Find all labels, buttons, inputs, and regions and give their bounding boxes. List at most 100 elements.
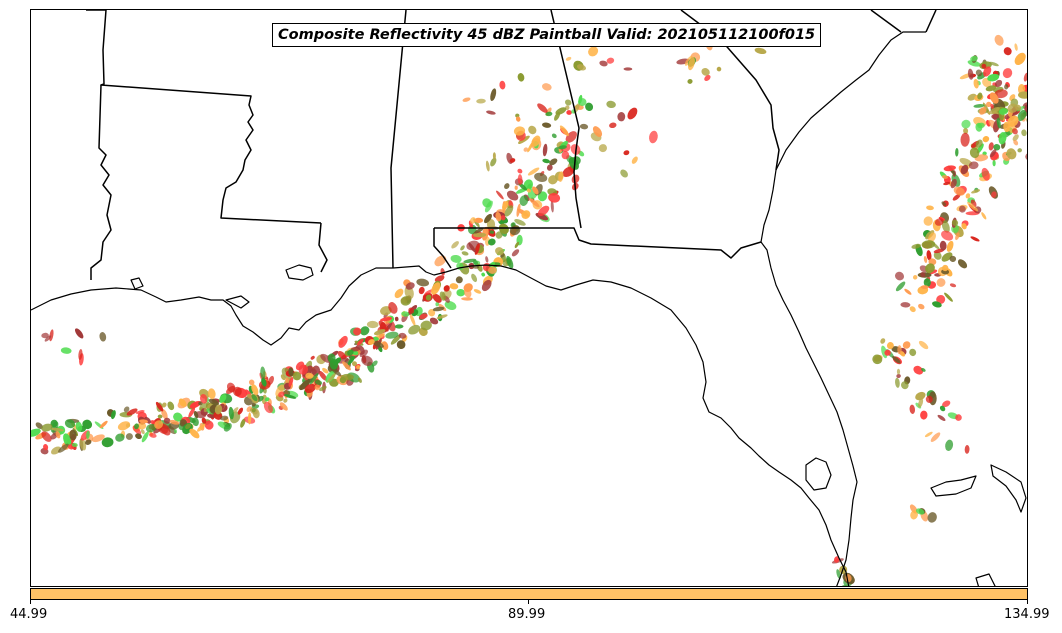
paintball-blob	[398, 332, 407, 339]
paintball-blob	[537, 103, 548, 113]
paintball-blob	[467, 224, 477, 235]
paintball-blob	[314, 379, 323, 386]
paintball-blob	[551, 133, 557, 139]
paintball-blob	[910, 510, 918, 520]
paintball-blob	[1015, 104, 1022, 111]
coastlines	[31, 31, 1027, 586]
paintball-blob	[394, 316, 399, 322]
paintball-blob	[408, 307, 415, 314]
paintball-blob	[207, 388, 216, 400]
paintball-blob	[518, 135, 530, 144]
colorbar	[30, 588, 1028, 600]
paintball-blob	[872, 354, 883, 365]
paintball-blob	[943, 165, 956, 172]
paintball-blob	[989, 149, 997, 158]
paintball-blob	[490, 157, 497, 167]
paintball-blob	[909, 404, 916, 414]
paintball-blob	[955, 148, 959, 157]
paintball-blob	[488, 266, 497, 274]
paintball-blob	[208, 398, 220, 406]
paintball-blob	[983, 66, 992, 77]
paintball-blob	[939, 240, 947, 251]
paintball-blob	[514, 185, 518, 190]
paintball-blob	[588, 46, 599, 57]
paintball-blob	[193, 410, 199, 419]
paintball-blob	[451, 241, 459, 249]
paintball-blob	[228, 406, 234, 420]
paintball-blob	[912, 275, 918, 280]
paintball-blob	[517, 73, 525, 82]
paintball-blob	[918, 340, 929, 350]
paintball-blob	[460, 245, 465, 251]
paintball-blob	[199, 393, 208, 404]
paintball-blob	[991, 113, 1000, 120]
paintball-blob	[982, 136, 990, 143]
paintball-blob	[894, 271, 905, 281]
paintball-blob	[473, 232, 487, 238]
paintball-blob	[1012, 128, 1018, 135]
paintball-blob	[943, 181, 951, 186]
paintball-blob	[310, 355, 315, 360]
paintball-blob	[542, 158, 551, 164]
paintball-blob	[921, 367, 926, 372]
paintball-blob	[44, 335, 52, 342]
colorbar-label-max: 134.99	[1004, 607, 1050, 622]
paintball-blob	[394, 324, 404, 329]
paintball-blob	[649, 130, 658, 144]
paintball-blob	[371, 360, 378, 367]
paintball-blob	[495, 231, 503, 239]
paintball-blob	[1007, 103, 1018, 113]
paintball-blob	[489, 230, 495, 234]
paintball-blob	[237, 407, 244, 415]
colorbar-tick-max	[1027, 600, 1028, 604]
paintball-blob	[934, 218, 944, 226]
paintball-blob	[261, 377, 267, 387]
paintball-blob	[904, 288, 912, 295]
paintball-blob	[921, 240, 936, 249]
paintball-blob	[169, 419, 180, 425]
paintball-blob	[982, 102, 991, 115]
paintball-blob	[1006, 148, 1017, 160]
paintball-blob	[499, 80, 506, 90]
paintball-blob	[462, 97, 471, 102]
paintball-blob	[474, 243, 480, 255]
paintball-blob	[896, 368, 901, 375]
paintball-blob	[463, 258, 477, 264]
paintball-blob	[275, 384, 285, 397]
paintball-blob	[240, 418, 246, 428]
paintball-blob	[251, 394, 258, 402]
paintball-blob	[981, 167, 990, 181]
paintball-blob	[513, 126, 526, 136]
paintball-blob	[110, 410, 116, 420]
paintball-blob	[280, 374, 286, 381]
paintball-blob	[609, 122, 617, 129]
paintball-blob	[952, 193, 961, 201]
paintball-blob	[892, 355, 901, 364]
paintball-blob	[920, 271, 926, 278]
paintball-blob	[432, 293, 442, 303]
paintball-blob	[923, 278, 931, 287]
paintball-blob	[434, 275, 445, 283]
paintball-blob	[592, 126, 603, 138]
paintball-blob	[981, 212, 987, 220]
paintball-blob	[361, 355, 373, 366]
paintball-blob	[967, 60, 981, 67]
paintball-blob	[532, 186, 539, 195]
paintball-blob	[973, 104, 985, 108]
paintball-blob	[941, 175, 949, 179]
paintball-blob	[958, 205, 966, 213]
paintball-blob	[366, 320, 379, 329]
paintball-blob	[941, 269, 950, 275]
paintball-blob	[937, 414, 946, 421]
paintball-blob	[223, 422, 232, 432]
paintball-blob	[895, 377, 900, 388]
paintball-blob	[148, 432, 157, 438]
paintball-blob	[957, 259, 968, 269]
paintball-blob	[523, 147, 529, 152]
paintball-blob	[936, 278, 946, 287]
paintball-blob	[140, 429, 145, 435]
paintball-blob	[923, 256, 928, 263]
paintball-blob	[155, 401, 164, 412]
paintball-blob	[232, 407, 239, 414]
paintball-blob	[969, 147, 980, 159]
